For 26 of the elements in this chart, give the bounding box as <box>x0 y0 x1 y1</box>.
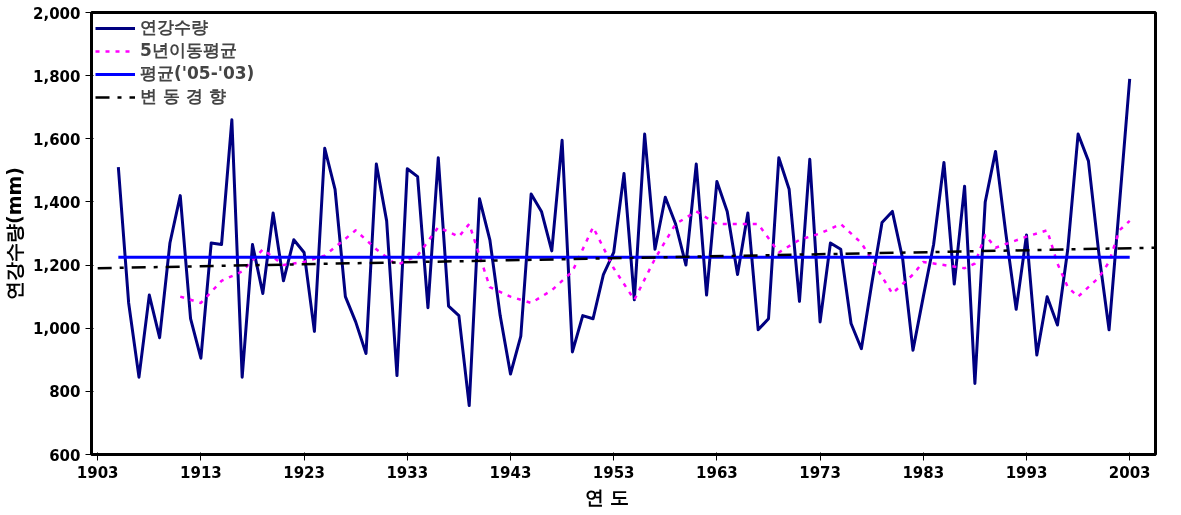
legend-label: 변 동 경 향 <box>140 85 226 108</box>
legend-label: 연강수량 <box>140 16 208 39</box>
line-series <box>179 210 1131 305</box>
y-tick-label: 800 <box>49 383 81 402</box>
legend-label: 평균('05-'03) <box>140 62 255 85</box>
x-tick-label: 1903 <box>76 463 119 482</box>
x-tick-label: 1983 <box>902 463 945 482</box>
y-tick-label: 1,800 <box>33 67 81 86</box>
y-tick-label: 1,200 <box>33 257 81 276</box>
y-tick-label: 2,000 <box>33 4 81 23</box>
x-tick-label: 1933 <box>386 463 429 482</box>
x-tick-label: 1943 <box>489 463 532 482</box>
x-tick-label: 1923 <box>283 463 325 482</box>
y-axis-title: 연강수량(mm) <box>3 167 26 300</box>
x-tick-label: 1913 <box>180 463 222 482</box>
x-tick-label: 1973 <box>799 463 841 482</box>
y-tick-label: 600 <box>49 446 81 465</box>
x-tick-label: 1963 <box>696 463 738 482</box>
y-tick-label: 1,600 <box>33 130 81 149</box>
x-tick-label: 1993 <box>1005 463 1048 482</box>
x-tick-label: 1953 <box>592 463 635 482</box>
y-tick-label: 1,000 <box>33 320 81 339</box>
x-axis-title: 연 도 <box>584 485 630 508</box>
x-tick-label: 2003 <box>1108 463 1151 482</box>
legend-label: 5년이동평균 <box>140 39 237 62</box>
y-tick-label: 1,400 <box>33 193 81 212</box>
